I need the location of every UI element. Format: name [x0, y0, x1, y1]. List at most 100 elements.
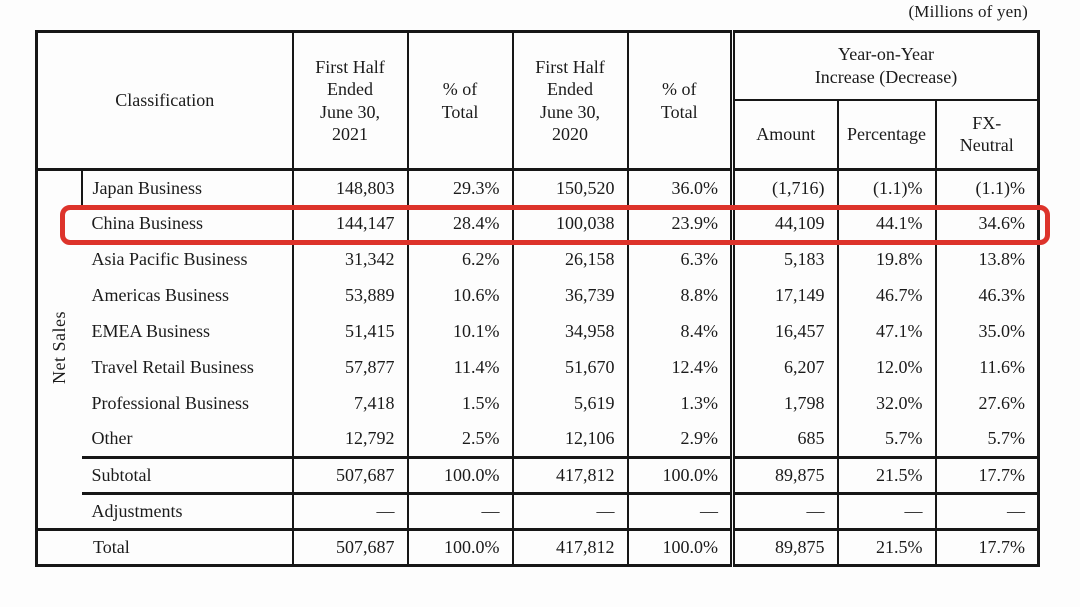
header-first-half-2020: First Half Ended June 30, 2020 [511, 31, 628, 171]
cell-pct-2021: 100.0% [406, 528, 513, 566]
cell-fh2020: 5,619 [511, 385, 628, 422]
cell-fh2021: 12,792 [291, 421, 408, 458]
cell-yoy-amount: 5,183 [730, 241, 838, 278]
cell-yoy-amount: 1,798 [730, 385, 838, 422]
row-label: EMEA Business [91, 321, 211, 341]
header-classification: Classification [36, 31, 293, 171]
cell-fh2020: 36,739 [511, 277, 628, 314]
cell-fh2020: 100,038 [511, 205, 628, 242]
cell-yoy-fx: 13.8% [934, 241, 1039, 278]
cell-pct-2021: 10.1% [406, 313, 513, 350]
cell-pct-2021: 28.4% [406, 205, 513, 242]
cell-yoy-percentage: 21.5% [836, 456, 936, 494]
cell-yoy-percentage: 44.1% [836, 205, 936, 242]
cell-pct-2020: 100.0% [626, 528, 733, 566]
row-label: Americas Business [91, 285, 229, 305]
row-travel-retail-business: Travel Retail Business 57,877 11.4% 51,6… [37, 349, 1039, 386]
cell-pct-2021: — [406, 492, 513, 530]
row-group-net-sales: Net Sales [37, 170, 82, 530]
header-pct-total-2020: % of Total [626, 31, 733, 171]
row-label: China Business [91, 213, 204, 233]
row-adjustments: Adjustments — — — — — — — [37, 492, 1039, 530]
header-fx-neutral: FX- Neutral [934, 99, 1039, 171]
cell-yoy-fx: 34.6% [934, 205, 1039, 242]
cell-fh2021: 31,342 [291, 241, 408, 278]
cell-pct-2020: 8.8% [626, 277, 733, 314]
row-label: Other [91, 428, 133, 449]
row-label: Professional Business [91, 393, 250, 413]
cell-yoy-percentage: 21.5% [836, 528, 936, 566]
cell-yoy-amount: 685 [730, 421, 838, 458]
row-label: Travel Retail Business [91, 357, 254, 377]
cell-pct-2021: 100.0% [406, 456, 513, 494]
row-professional-business: Professional Business 7,418 1.5% 5,619 1… [37, 385, 1039, 422]
cell-yoy-fx: 46.3% [934, 277, 1039, 314]
cell-yoy-percentage: 19.8% [836, 241, 936, 278]
cell-yoy-amount: 6,207 [730, 349, 838, 386]
cell-yoy-percentage: 12.0% [836, 349, 936, 386]
cell-fh2021: 507,687 [291, 528, 408, 566]
row-label: Subtotal [81, 456, 293, 494]
cell-yoy-amount: 17,149 [730, 277, 838, 314]
row-label: Japan Business [80, 169, 293, 206]
cell-pct-2020: 23.9% [626, 205, 733, 242]
cell-fh2021: 144,147 [291, 205, 408, 242]
cell-yoy-fx: 27.6% [934, 385, 1039, 422]
cell-yoy-amount: 44,109 [730, 205, 838, 242]
cell-yoy-percentage: 46.7% [836, 277, 936, 314]
cell-yoy-amount: — [730, 492, 838, 530]
cell-fh2020: 417,812 [511, 528, 628, 566]
row-label: Total [36, 528, 293, 566]
row-total: Total 507,687 100.0% 417,812 100.0% 89,8… [36, 528, 1039, 566]
header-yoy-group: Year-on-Year Increase (Decrease) [730, 31, 1039, 101]
cell-yoy-amount: 16,457 [730, 313, 838, 350]
row-label: Asia Pacific Business [91, 249, 248, 269]
cell-yoy-percentage: 47.1% [836, 313, 936, 350]
row-label: Adjustments [81, 492, 293, 530]
cell-yoy-fx: 5.7% [934, 421, 1039, 458]
cell-pct-2020: 12.4% [626, 349, 733, 386]
cell-yoy-percentage: — [836, 492, 936, 530]
cell-pct-2020: 36.0% [626, 169, 733, 206]
cell-fh2021: 51,415 [291, 313, 408, 350]
cell-yoy-fx: — [934, 492, 1039, 530]
cell-fh2021: 507,687 [291, 456, 408, 494]
cell-fh2020: 51,670 [511, 349, 628, 386]
cell-fh2020: 12,106 [511, 421, 628, 458]
cell-pct-2020: 6.3% [626, 241, 733, 278]
cell-pct-2020: 8.4% [626, 313, 733, 350]
cell-yoy-fx: 11.6% [934, 349, 1039, 386]
units-note: (Millions of yen) [908, 2, 1028, 21]
cell-fh2020: 34,958 [511, 313, 628, 350]
cell-fh2021: 53,889 [291, 277, 408, 314]
header-pct-total-2021: % of Total [406, 31, 513, 171]
cell-yoy-percentage: 5.7% [836, 421, 936, 458]
header-amount: Amount [730, 99, 838, 171]
cell-pct-2020: — [626, 492, 733, 530]
cell-pct-2021: 1.5% [406, 385, 513, 422]
cell-pct-2021: 11.4% [406, 349, 513, 386]
row-americas-business: Americas Business 53,889 10.6% 36,739 8.… [37, 277, 1039, 314]
net-sales-segment-table: Classification First Half Ended June 30,… [35, 30, 1041, 567]
cell-yoy-fx: 35.0% [934, 313, 1039, 350]
header-percentage: Percentage [836, 99, 936, 171]
cell-yoy-fx: (1.1)% [934, 169, 1039, 206]
cell-fh2021: 57,877 [291, 349, 408, 386]
cell-fh2020: 417,812 [511, 456, 628, 494]
cell-fh2020: — [511, 492, 628, 530]
row-asia-pacific-business: Asia Pacific Business 31,342 6.2% 26,158… [37, 241, 1039, 278]
cell-yoy-amount: (1,716) [730, 169, 838, 206]
row-subtotal: Subtotal 507,687 100.0% 417,812 100.0% 8… [37, 456, 1039, 494]
net-sales-vertical-label: Net Sales [48, 310, 69, 384]
cell-yoy-fx: 17.7% [934, 456, 1039, 494]
cell-yoy-amount: 89,875 [730, 528, 838, 566]
cell-yoy-amount: 89,875 [730, 456, 838, 494]
cell-pct-2020: 2.9% [626, 421, 733, 458]
header-first-half-2021: First Half Ended June 30, 2021 [291, 31, 408, 171]
cell-fh2020: 26,158 [511, 241, 628, 278]
cell-pct-2020: 100.0% [626, 456, 733, 494]
cell-fh2021: 148,803 [291, 169, 408, 206]
cell-yoy-percentage: 32.0% [836, 385, 936, 422]
cell-yoy-percentage: (1.1)% [836, 169, 936, 206]
